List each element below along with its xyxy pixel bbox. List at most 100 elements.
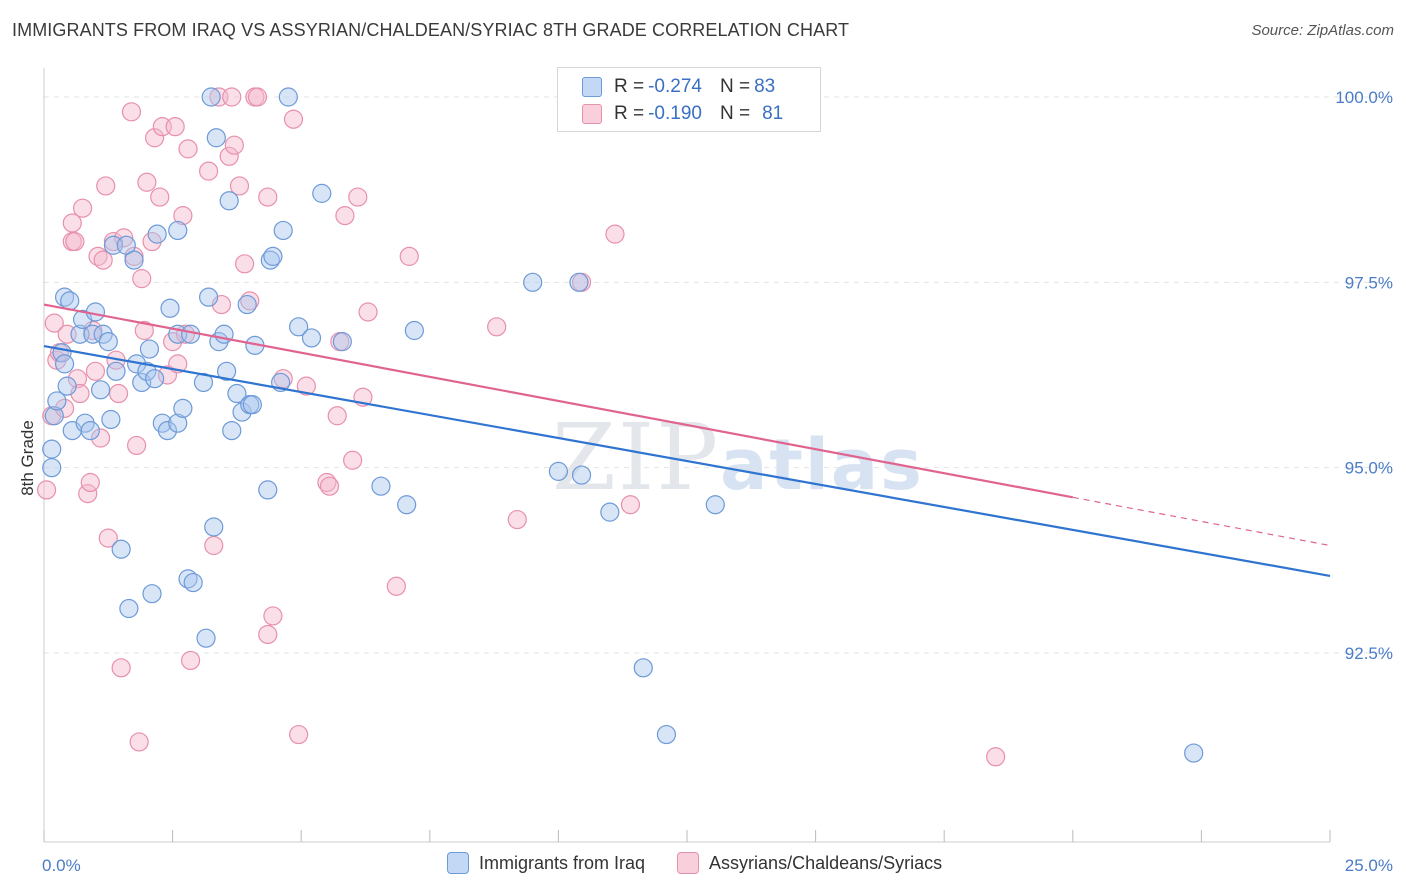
point-assyrians [247,87,268,107]
point-assyrians [348,187,368,207]
point-assyrians [137,172,157,192]
point-iraq [523,272,543,292]
point-iraq [222,421,242,441]
legend-n-value: 83 [754,76,776,97]
point-iraq [258,480,278,500]
point-iraq [232,402,252,422]
trend-line-assyrians [43,303,1074,499]
point-assyrians [229,176,250,196]
point-iraq [47,391,67,411]
point-iraq [242,395,262,415]
point-iraq [404,320,424,341]
point-assyrians [335,206,355,226]
point-assyrians [258,187,278,207]
legend-r-label: R = [614,103,645,124]
point-iraq [144,369,165,389]
point-assyrians [85,361,106,381]
point-iraq [193,372,214,393]
point-assyrians [134,320,154,341]
source-label: Source: ZipAtlas.com [1251,22,1394,39]
y-tick-label: 97.5% [1345,273,1393,292]
point-assyrians [114,228,134,248]
legend-row-iraq: R = -0.274 N = 83 [582,75,775,99]
point-assyrians [178,139,198,159]
point-iraq [42,458,62,478]
point-iraq [168,220,188,241]
point-iraq [80,421,100,441]
point-assyrians [235,254,255,274]
point-assyrians [343,450,363,470]
point-assyrians [65,231,85,252]
point-iraq [273,220,293,241]
legend-label-assyrians: Assyrians/Chaldeans/Syriacs [709,852,943,873]
legend-r-value: -0.274 [648,76,702,97]
point-iraq [44,406,64,426]
tick-labels: 92.5% 95.0% 97.5% 100.0% 0.0% 25.0% 8th Grade [18,88,1393,875]
point-iraq [142,584,162,604]
point-iraq [98,332,118,352]
legend-swatch-blue [582,77,602,97]
point-iraq [106,361,126,381]
point-assyrians [111,658,131,678]
legend-r-value: -0.190 [648,103,702,124]
series-assyrians-points [36,87,1006,767]
point-iraq [196,628,216,648]
point-assyrians [620,495,641,515]
x-tick-label: 0.0% [42,856,81,875]
point-assyrians [986,747,1006,767]
point-assyrians [62,213,82,233]
legend-r-label: R = [614,76,645,97]
point-iraq [101,409,121,430]
point-iraq [116,235,136,255]
point-assyrians [108,383,129,404]
point-iraq [705,495,725,515]
point-assyrians [54,398,75,418]
point-assyrians [44,313,64,333]
point-assyrians [222,87,242,107]
trend-lines [43,303,1331,577]
series-iraq-points [42,87,1204,763]
point-iraq [132,372,152,393]
point-iraq [227,383,247,404]
point-iraq [219,191,239,211]
point-assyrians [181,650,201,671]
point-assyrians [399,246,419,266]
legend-n-label: N = [719,103,751,124]
point-iraq [137,361,157,381]
point-assyrians [605,224,625,244]
point-iraq [397,495,417,515]
legend-n-label: N = [719,76,751,97]
point-assyrians [224,135,244,155]
point-assyrians [319,476,340,496]
point-assyrians [88,246,108,266]
point-iraq [111,539,131,559]
point-assyrians [129,732,149,752]
point-assyrians [258,624,278,645]
y-tick-label: 92.5% [1345,644,1393,663]
point-iraq [83,324,103,344]
point-assyrians [204,535,224,556]
point-assyrians [327,406,347,426]
legend-swatch-blue [447,852,469,874]
point-iraq [263,246,283,266]
point-iraq [42,439,62,459]
point-assyrians [72,198,93,218]
point-iraq [139,339,160,359]
point-assyrians [296,376,316,396]
x-tick-label: 25.0% [1345,856,1393,875]
point-iraq [147,224,167,244]
point-assyrians [165,117,185,137]
point-assyrians [487,317,507,337]
legend-item-iraq: Immigrants from Iraq [447,852,645,874]
legend-row-assyrians: R = -0.190 N = 81 [582,102,783,126]
point-iraq [332,332,352,352]
point-iraq [1184,743,1204,763]
point-iraq [237,294,257,315]
y-axis-label: 8th Grade [18,420,37,496]
point-iraq [199,287,219,307]
point-iraq [54,354,75,374]
point-assyrians [358,302,378,322]
point-iraq [124,250,144,270]
point-iraq [54,287,75,307]
